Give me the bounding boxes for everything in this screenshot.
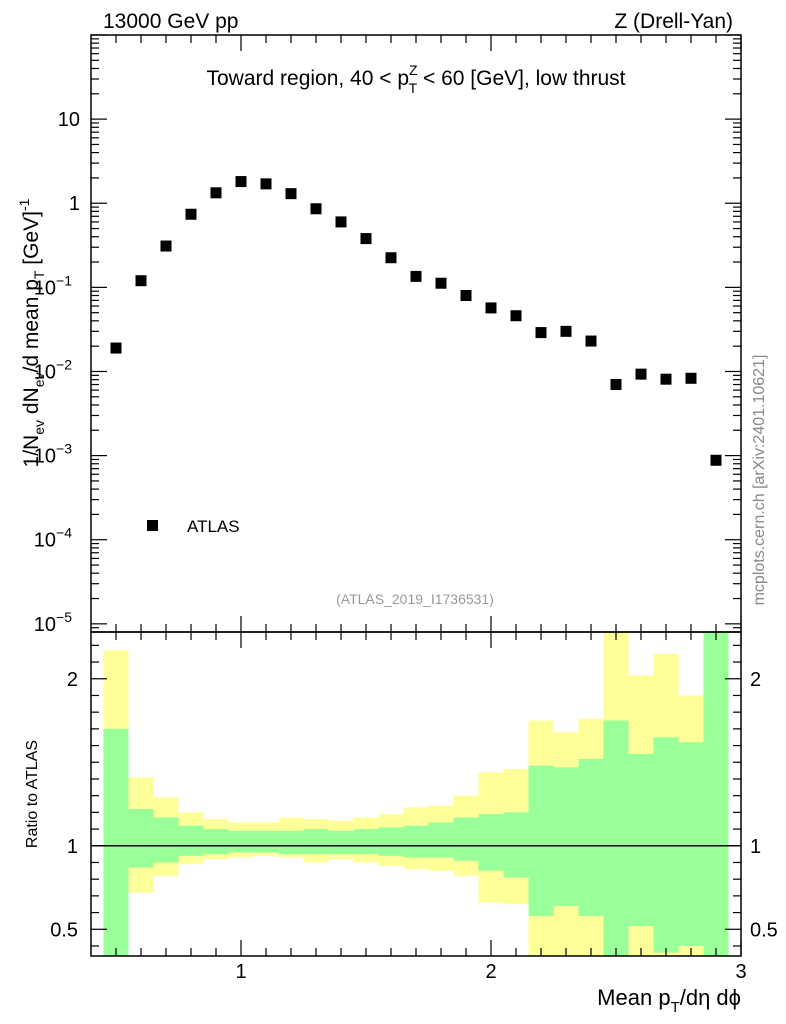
data-point <box>485 302 497 314</box>
green-band-bin <box>578 758 604 916</box>
data-point <box>585 335 597 347</box>
main-y-axis-title: 1/Nev dNev/d mean pT [GeV]-1 <box>16 198 47 467</box>
y-tick-label: 10−1 <box>34 272 72 299</box>
green-band-bin <box>378 827 404 856</box>
y-tick-label: 10 <box>58 109 80 131</box>
process-label: Z (Drell-Yan) <box>614 10 733 33</box>
data-point <box>685 372 697 384</box>
green-band-bin <box>478 814 504 871</box>
green-band-bin <box>128 809 154 868</box>
green-band-bin <box>328 830 354 855</box>
x-axis-title: Mean pT/dη dϕ <box>597 985 741 1016</box>
data-point <box>310 203 322 215</box>
green-band-bin <box>103 728 129 956</box>
data-point <box>335 216 347 228</box>
main-panel-frame <box>90 34 742 633</box>
legend-marker <box>147 520 158 531</box>
data-point <box>635 368 647 380</box>
green-band-bin <box>228 830 254 853</box>
data-point <box>435 277 447 289</box>
green-band-bin <box>303 829 329 855</box>
y-tick-label: 10−5 <box>34 609 72 636</box>
analysis-watermark: (ATLAS_2019_I1736531) <box>336 591 494 607</box>
ratio-y-tick-label: 2 <box>67 669 78 691</box>
data-point <box>385 252 397 264</box>
chart-title: Toward region, 40 < pZ T < 60 [GeV], low … <box>206 62 625 96</box>
main-data-points <box>110 176 722 466</box>
data-point <box>360 233 372 245</box>
green-band-bin <box>553 767 579 906</box>
data-point <box>160 240 172 252</box>
green-band-bin <box>603 720 629 956</box>
y-tick-label: 10−4 <box>34 525 72 552</box>
data-point <box>535 327 547 339</box>
data-point <box>710 454 722 466</box>
y-tick-label: 10−3 <box>34 441 72 468</box>
data-point <box>185 208 197 220</box>
green-band-bin <box>278 830 304 855</box>
main-y-axis-ticks: 10−5 10−4 10−3 10−2 10−1 1 10 <box>34 34 741 636</box>
data-point <box>510 310 522 322</box>
ratio-y-axis-title: Ratio to ATLAS <box>24 740 41 848</box>
data-point <box>235 176 247 188</box>
data-point <box>660 373 672 385</box>
ratio-y-tick-label-right: 1 <box>750 836 761 858</box>
green-band-bin <box>653 737 679 953</box>
x-tick-label: 3 <box>735 961 746 983</box>
green-band-bin <box>453 817 479 861</box>
data-point <box>460 290 472 302</box>
ratio-bands <box>103 632 729 956</box>
data-point <box>610 379 622 391</box>
data-point <box>285 188 297 200</box>
ratio-x-axis-ticks: 1 2 3 <box>115 632 747 983</box>
green-band-bin <box>703 632 729 956</box>
collision-label: 13000 GeV pp <box>103 10 238 33</box>
data-point <box>110 342 122 354</box>
green-band-bin <box>203 829 229 855</box>
ratio-y-tick-label: 1 <box>67 836 78 858</box>
data-point <box>135 275 147 287</box>
data-point <box>560 325 572 337</box>
ratio-y-tick-label-right: 0.5 <box>750 919 778 941</box>
green-band-bin <box>428 822 454 858</box>
green-band-bin <box>153 817 179 863</box>
green-band-bin <box>253 830 279 853</box>
green-band-bin <box>353 829 379 855</box>
green-band-bin <box>178 825 204 856</box>
legend-label: ATLAS <box>187 517 240 536</box>
green-band-bin <box>628 753 654 926</box>
data-point <box>210 187 222 199</box>
main-x-axis-ticks <box>115 35 742 632</box>
mcplots-source-label: mcplots.cern.ch [arXiv:2401.10621] <box>751 355 768 606</box>
ratio-y-tick-label: 0.5 <box>50 919 78 941</box>
data-point <box>260 178 272 190</box>
data-point <box>410 270 422 282</box>
green-band-bin <box>678 742 704 946</box>
x-tick-label: 2 <box>485 961 496 983</box>
ratio-y-tick-label-right: 2 <box>750 669 761 691</box>
ratio-y-axis-ticks: 0.5 0.5 1 1 2 2 <box>50 644 778 947</box>
green-band-bin <box>403 825 429 858</box>
green-band-bin <box>503 812 529 878</box>
y-tick-label: 1 <box>69 193 80 215</box>
x-tick-label: 1 <box>235 961 246 983</box>
green-band-bin <box>528 765 554 916</box>
y-tick-label: 10−2 <box>34 356 72 383</box>
